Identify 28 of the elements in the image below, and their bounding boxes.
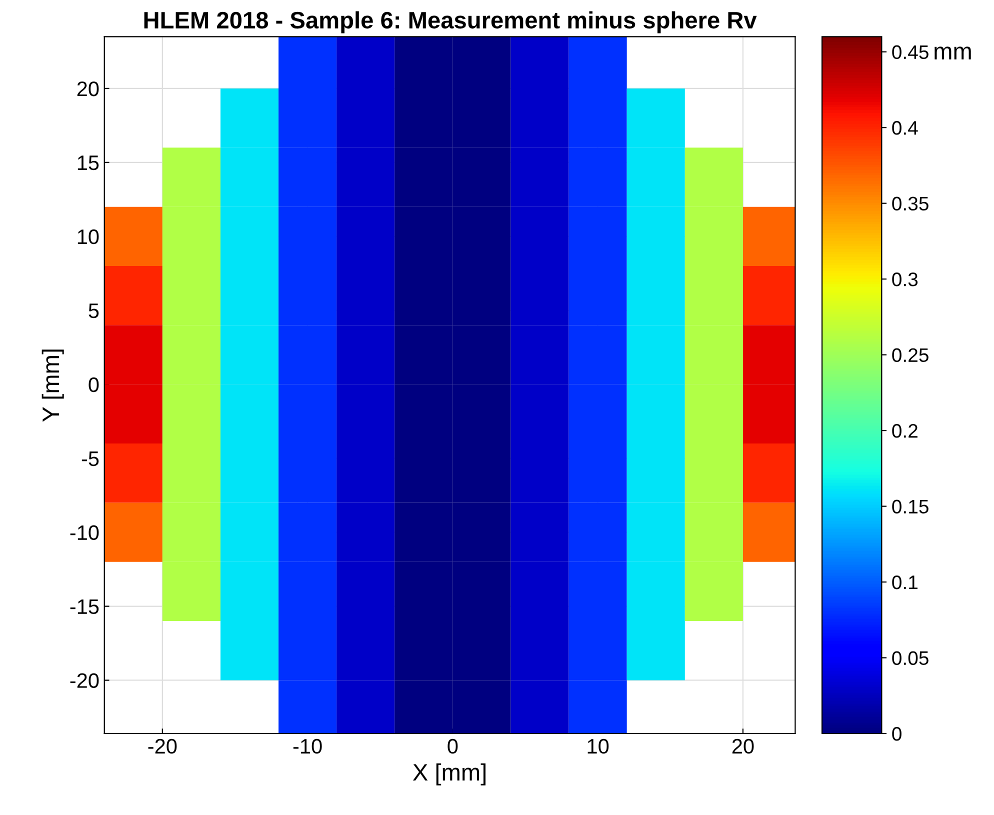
color-bar-label: 0.25: [892, 348, 928, 362]
y-tick-label: 20: [77, 81, 99, 96]
x-tick-label: -20: [148, 738, 177, 754]
x-tick-label: 20: [732, 738, 754, 754]
color-bar-title: mm: [934, 46, 971, 60]
chart-title: HLEM 2018 - Sample 6: Measurement minus sphere Rv: [144, 11, 757, 34]
x-axis-title: X [mm]: [412, 763, 486, 786]
color-bar-label: 0.4: [892, 121, 918, 135]
y-tick-label: 15: [78, 156, 99, 170]
y-tick-label: 0: [88, 377, 99, 392]
x-tick-label: -10: [293, 738, 322, 754]
color-bar-label: 0.15: [892, 500, 928, 514]
color-bar-label: 0.2: [892, 424, 918, 438]
color-bar-label: 0.3: [892, 272, 918, 286]
color-bar-label: 0: [892, 726, 902, 741]
y-tick-label: -5: [82, 452, 99, 466]
y-tick-label: -20: [70, 673, 99, 688]
y-tick-label: 10: [78, 229, 99, 244]
x-tick-label: 0: [448, 738, 458, 754]
color-bar-label: 0.45: [892, 45, 928, 60]
y-tick-label: -10: [70, 525, 99, 540]
color-bar-label: 0.05: [892, 651, 928, 665]
y-tick-label: 5: [88, 304, 99, 318]
x-tick-label: 10: [588, 738, 609, 754]
color-bar-label: 0.1: [892, 575, 918, 590]
color-bar-label: 0.35: [892, 196, 928, 211]
y-tick-label: -15: [70, 599, 99, 614]
y-axis-title: Y [mm]: [42, 350, 64, 422]
